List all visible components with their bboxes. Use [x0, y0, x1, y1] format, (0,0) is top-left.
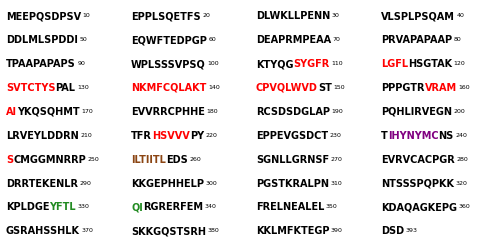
Text: 350: 350	[326, 204, 338, 209]
Text: YKQSQHMT: YKQSQHMT	[17, 107, 80, 117]
Text: PPPGTR: PPPGTR	[381, 83, 424, 93]
Text: 340: 340	[204, 204, 216, 209]
Text: 120: 120	[454, 61, 466, 66]
Text: 180: 180	[206, 109, 218, 114]
Text: 30: 30	[332, 13, 340, 18]
Text: KPLDGE: KPLDGE	[6, 202, 50, 212]
Text: KKGEPHHELP: KKGEPHHELP	[131, 179, 204, 188]
Text: VLSPLPSQAM: VLSPLPSQAM	[381, 11, 455, 21]
Text: ILTIITL: ILTIITL	[131, 155, 166, 165]
Text: ST: ST	[318, 83, 332, 93]
Text: 380: 380	[208, 228, 220, 233]
Text: 10: 10	[82, 13, 90, 18]
Text: 90: 90	[78, 61, 85, 66]
Text: DEAPRMPEAA: DEAPRMPEAA	[256, 35, 331, 45]
Text: HSVVV: HSVVV	[152, 131, 190, 141]
Text: 280: 280	[456, 157, 468, 162]
Text: SKKGQSTSRH: SKKGQSTSRH	[131, 226, 206, 236]
Text: KTYQG: KTYQG	[256, 59, 294, 69]
Text: 140: 140	[208, 85, 220, 90]
Text: NTSSSPQPKK: NTSSSPQPKK	[381, 179, 454, 188]
Text: 130: 130	[77, 85, 89, 90]
Text: GSRAHSSHLK: GSRAHSSHLK	[6, 226, 80, 236]
Text: 50: 50	[80, 37, 87, 42]
Text: SYGFR: SYGFR	[294, 59, 330, 69]
Text: KKLMFKTEGP: KKLMFKTEGP	[256, 226, 330, 236]
Text: 240: 240	[455, 133, 467, 138]
Text: PQHLIRVEGN: PQHLIRVEGN	[381, 107, 452, 117]
Text: 390: 390	[331, 228, 343, 233]
Text: 270: 270	[330, 157, 342, 162]
Text: 160: 160	[458, 85, 470, 90]
Text: 230: 230	[330, 133, 342, 138]
Text: 70: 70	[332, 37, 340, 42]
Text: EPPLSQETFS: EPPLSQETFS	[131, 11, 200, 21]
Text: DSD: DSD	[381, 226, 404, 236]
Text: 360: 360	[458, 204, 470, 209]
Text: 330: 330	[78, 204, 90, 209]
Text: 20: 20	[202, 13, 210, 18]
Text: PRVAPAPAAP: PRVAPAPAAP	[381, 35, 452, 45]
Text: PAL: PAL	[56, 83, 76, 93]
Text: 260: 260	[189, 157, 201, 162]
Text: SVTCTYS: SVTCTYS	[6, 83, 56, 93]
Text: PGSTKRALPN: PGSTKRALPN	[256, 179, 329, 188]
Text: 110: 110	[331, 61, 343, 66]
Text: CMGGMNRRP: CMGGMNRRP	[13, 155, 86, 165]
Text: 370: 370	[82, 228, 94, 233]
Text: 310: 310	[330, 181, 342, 186]
Text: RCSDSDGLAP: RCSDSDGLAP	[256, 107, 330, 117]
Text: NKMFCQLAKT: NKMFCQLAKT	[131, 83, 206, 93]
Text: 393: 393	[406, 228, 417, 233]
Text: DDLMLSPDDI: DDLMLSPDDI	[6, 35, 78, 45]
Text: 320: 320	[456, 181, 468, 186]
Text: 210: 210	[80, 133, 92, 138]
Text: 60: 60	[208, 37, 216, 42]
Text: VRAM: VRAM	[424, 83, 456, 93]
Text: RGRERFEM: RGRERFEM	[143, 202, 203, 212]
Text: HSGTAK: HSGTAK	[408, 59, 452, 69]
Text: TPAAPAPAPS: TPAAPAPAPS	[6, 59, 76, 69]
Text: IHYNYMC: IHYNYMC	[388, 131, 438, 141]
Text: EPPEVGSDCT: EPPEVGSDCT	[256, 131, 328, 141]
Text: PY: PY	[190, 131, 204, 141]
Text: 220: 220	[206, 133, 217, 138]
Text: EDS: EDS	[166, 155, 188, 165]
Text: 80: 80	[454, 37, 462, 42]
Text: TFR: TFR	[131, 131, 152, 141]
Text: SGNLLGRNSF: SGNLLGRNSF	[256, 155, 329, 165]
Text: QI: QI	[131, 202, 143, 212]
Text: DRRTEKENLR: DRRTEKENLR	[6, 179, 78, 188]
Text: NS: NS	[438, 131, 454, 141]
Text: T: T	[381, 131, 388, 141]
Text: YFTL: YFTL	[50, 202, 76, 212]
Text: 40: 40	[456, 13, 464, 18]
Text: 100: 100	[208, 61, 219, 66]
Text: 190: 190	[332, 109, 343, 114]
Text: EQWFTEDPGP: EQWFTEDPGP	[131, 35, 207, 45]
Text: S: S	[6, 155, 13, 165]
Text: MEEPQSDPSV: MEEPQSDPSV	[6, 11, 81, 21]
Text: FRELNEALEL: FRELNEALEL	[256, 202, 324, 212]
Text: DLWKLLPENN: DLWKLLPENN	[256, 11, 330, 21]
Text: 150: 150	[334, 85, 345, 90]
Text: 300: 300	[206, 181, 218, 186]
Text: 170: 170	[81, 109, 93, 114]
Text: LGFL: LGFL	[381, 59, 408, 69]
Text: WPLSSSVPSQ: WPLSSSVPSQ	[131, 59, 206, 69]
Text: CPVQLWVD: CPVQLWVD	[256, 83, 318, 93]
Text: 200: 200	[454, 109, 465, 114]
Text: AI: AI	[6, 107, 17, 117]
Text: EVVRRCPHHE: EVVRRCPHHE	[131, 107, 205, 117]
Text: 250: 250	[88, 157, 99, 162]
Text: KDAQAGKEPG: KDAQAGKEPG	[381, 202, 457, 212]
Text: EVRVCACPGR: EVRVCACPGR	[381, 155, 455, 165]
Text: 290: 290	[80, 181, 92, 186]
Text: LRVEYLDDRN: LRVEYLDDRN	[6, 131, 79, 141]
